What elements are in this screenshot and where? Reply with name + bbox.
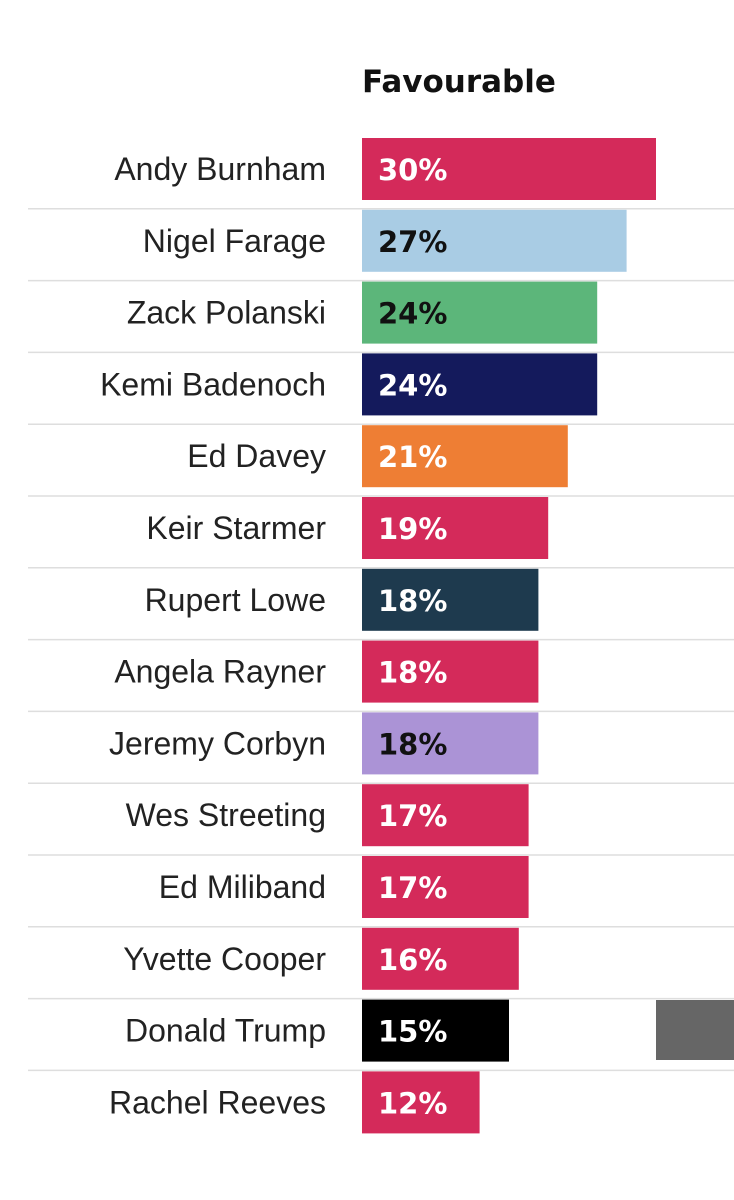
- value-label: 16%: [378, 943, 447, 977]
- bar: [362, 927, 519, 990]
- value-label: 24%: [378, 368, 447, 402]
- value-label: 17%: [378, 799, 447, 833]
- category-label: Kemi Badenoch: [100, 366, 326, 402]
- bar: [362, 353, 598, 416]
- bar: [362, 497, 549, 559]
- category-label: Wes Streeting: [126, 797, 326, 833]
- value-label: 17%: [378, 871, 447, 905]
- category-label: Ed Miliband: [159, 869, 326, 905]
- category-label: Angela Rayner: [114, 654, 326, 690]
- value-label: 30%: [378, 153, 447, 187]
- bar: [362, 640, 539, 703]
- bar: [362, 138, 656, 200]
- category-label: Yvette Cooper: [123, 941, 326, 977]
- value-label: 18%: [378, 727, 447, 761]
- category-label: Donald Trump: [125, 1013, 326, 1049]
- category-label: Zack Polanski: [127, 295, 326, 331]
- bar: [362, 856, 529, 918]
- bar: [362, 209, 627, 272]
- category-label: Rupert Lowe: [145, 582, 326, 618]
- bar: [362, 568, 539, 631]
- value-label: 19%: [378, 512, 447, 546]
- bar: [362, 712, 539, 775]
- bar: [362, 425, 568, 488]
- category-label: Rachel Reeves: [109, 1084, 326, 1120]
- bar: [362, 1071, 480, 1134]
- chart-rows: Andy Burnham 30% Nigel Farage 27% Zack Polan…: [28, 138, 734, 1134]
- value-label: 18%: [378, 584, 447, 618]
- category-label: Nigel Farage: [143, 223, 326, 259]
- value-label: 21%: [378, 440, 447, 474]
- bar: [362, 784, 529, 847]
- value-label: 12%: [378, 1086, 447, 1120]
- category-label: Keir Starmer: [146, 510, 326, 546]
- value-label: 27%: [378, 225, 447, 259]
- chart-title: Favourable: [362, 64, 556, 100]
- cropped-gray-bar: [656, 1000, 734, 1060]
- category-label: Andy Burnham: [114, 151, 326, 187]
- category-label: Ed Davey: [187, 438, 326, 474]
- category-label: Jeremy Corbyn: [109, 725, 326, 761]
- value-label: 18%: [378, 656, 447, 690]
- value-label: 15%: [378, 1015, 447, 1049]
- bar: [362, 999, 509, 1062]
- bar: [362, 281, 598, 344]
- value-label: 24%: [378, 297, 447, 331]
